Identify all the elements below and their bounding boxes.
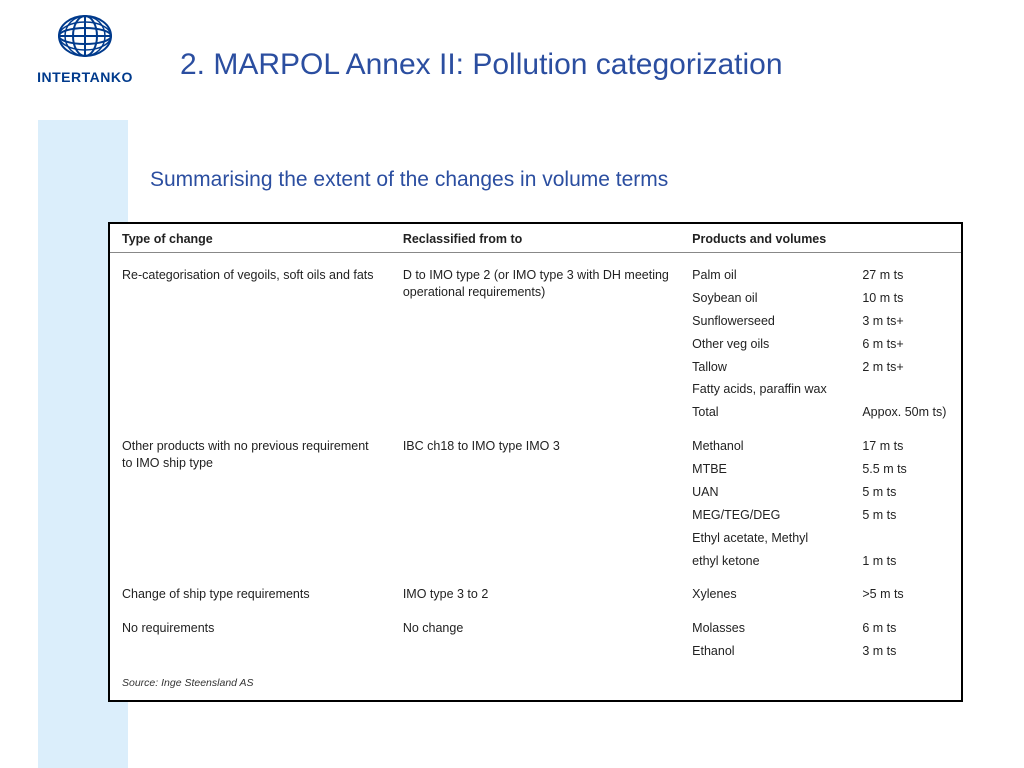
table-row: No requirementsNo changeMolasses6 m ts — [110, 606, 961, 640]
cell-product: Palm oil — [680, 253, 850, 287]
cell-product: Sunflowerseed — [680, 310, 850, 333]
cell-volume: Appox. 50m ts) — [850, 401, 961, 424]
page-subtitle: Summarising the extent of the changes in… — [150, 168, 668, 192]
col-products-volumes: Products and volumes — [680, 224, 961, 253]
cell-product: Fatty acids, paraffin wax — [680, 378, 850, 401]
globe-icon — [10, 10, 160, 67]
cell-product: Other veg oils — [680, 333, 850, 356]
table-header-row: Type of change Reclassified from to Prod… — [110, 224, 961, 253]
slide: INTERTANKO 2. MARPOL Annex II: Pollution… — [0, 0, 1024, 768]
cell-product: Tallow — [680, 356, 850, 379]
cell-product: Molasses — [680, 606, 850, 640]
cell-product: MEG/TEG/DEG — [680, 504, 850, 527]
cell-volume — [850, 378, 961, 401]
cell-type-of-change: Other products with no previous requirem… — [110, 424, 391, 572]
cell-product: Xylenes — [680, 572, 850, 606]
table-row: Other products with no previous requirem… — [110, 424, 961, 458]
cell-reclassified: IMO type 3 to 2 — [391, 572, 680, 606]
cell-product: UAN — [680, 481, 850, 504]
cell-type-of-change: Re-categorisation of vegoils, soft oils … — [110, 253, 391, 425]
cell-reclassified: No change — [391, 606, 680, 663]
changes-table: Type of change Reclassified from to Prod… — [110, 224, 961, 663]
cell-product: Ethanol — [680, 640, 850, 663]
cell-product: Soybean oil — [680, 287, 850, 310]
col-reclassified: Reclassified from to — [391, 224, 680, 253]
cell-volume: 10 m ts — [850, 287, 961, 310]
cell-volume: 3 m ts — [850, 640, 961, 663]
table-body: Re-categorisation of vegoils, soft oils … — [110, 253, 961, 664]
cell-volume: 2 m ts+ — [850, 356, 961, 379]
cell-volume: 6 m ts — [850, 606, 961, 640]
cell-product: ethyl ketone — [680, 550, 850, 573]
cell-reclassified: IBC ch18 to IMO type IMO 3 — [391, 424, 680, 572]
cell-volume: 5 m ts — [850, 481, 961, 504]
cell-volume: 5 m ts — [850, 504, 961, 527]
col-type-of-change: Type of change — [110, 224, 391, 253]
changes-table-container: Type of change Reclassified from to Prod… — [108, 222, 963, 702]
cell-product: Total — [680, 401, 850, 424]
table-row: Re-categorisation of vegoils, soft oils … — [110, 253, 961, 287]
table-source: Source: Inge Steensland AS — [110, 663, 961, 697]
cell-volume: 6 m ts+ — [850, 333, 961, 356]
brand-name: INTERTANKO — [10, 69, 160, 85]
page-title: 2. MARPOL Annex II: Pollution categoriza… — [180, 48, 783, 82]
cell-volume — [850, 527, 961, 550]
cell-type-of-change: No requirements — [110, 606, 391, 663]
cell-volume: 1 m ts — [850, 550, 961, 573]
cell-volume: 5.5 m ts — [850, 458, 961, 481]
cell-product: MTBE — [680, 458, 850, 481]
cell-volume: >5 m ts — [850, 572, 961, 606]
cell-product: Methanol — [680, 424, 850, 458]
brand-logo: INTERTANKO — [10, 10, 160, 85]
cell-volume: 27 m ts — [850, 253, 961, 287]
cell-product: Ethyl acetate, Methyl — [680, 527, 850, 550]
cell-type-of-change: Change of ship type requirements — [110, 572, 391, 606]
cell-volume: 17 m ts — [850, 424, 961, 458]
cell-volume: 3 m ts+ — [850, 310, 961, 333]
table-row: Change of ship type requirementsIMO type… — [110, 572, 961, 606]
cell-reclassified: D to IMO type 2 (or IMO type 3 with DH m… — [391, 253, 680, 425]
